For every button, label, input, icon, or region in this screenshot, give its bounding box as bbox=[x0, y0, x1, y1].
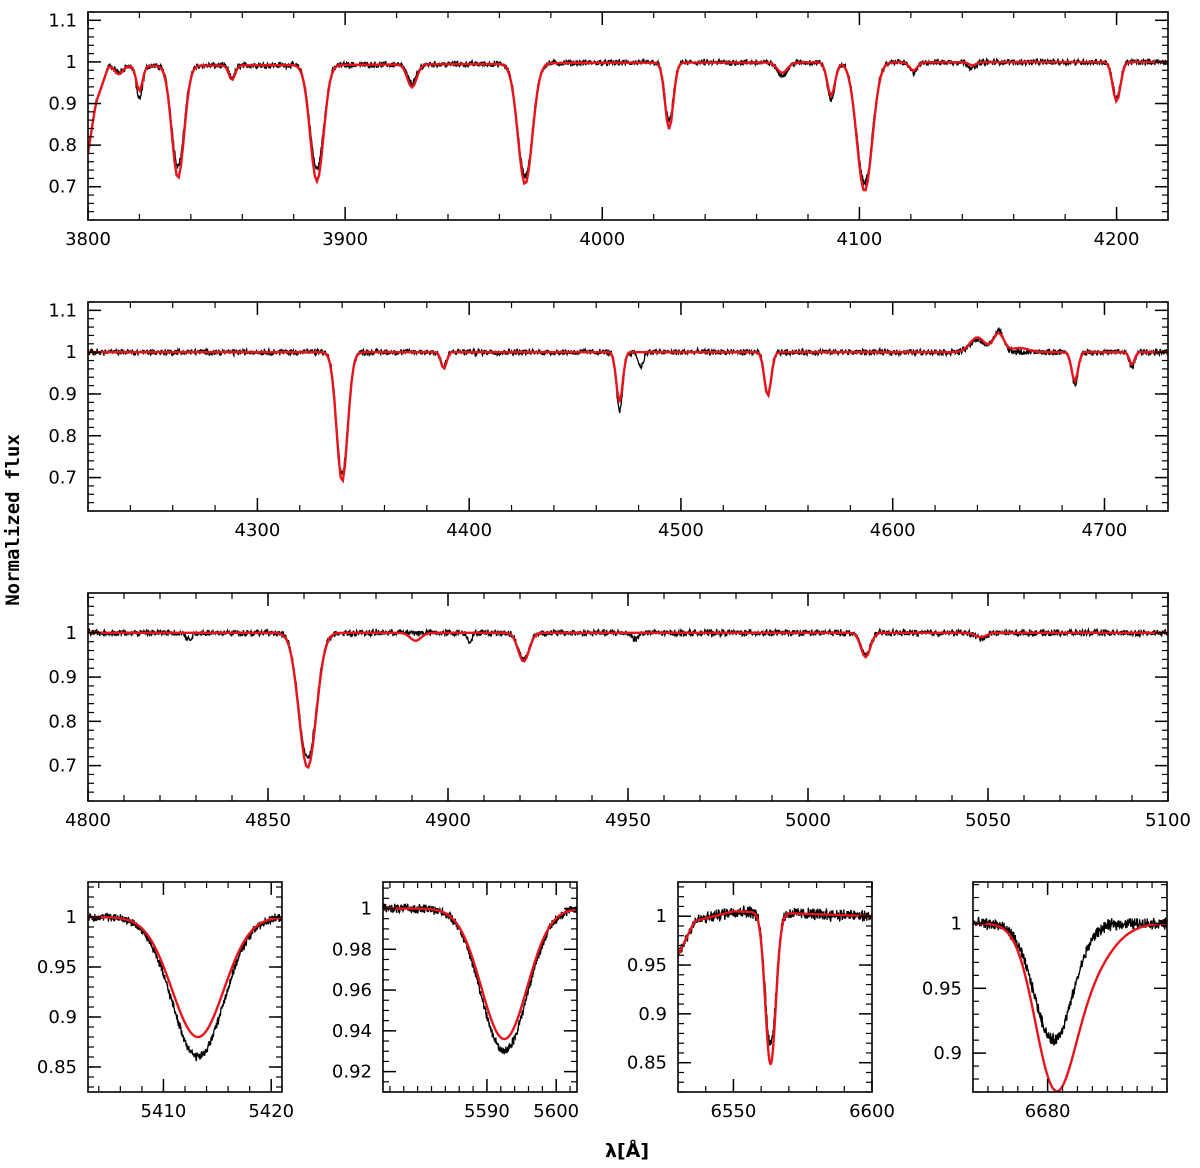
y-tick-label: 1 bbox=[66, 623, 77, 644]
y-tick-label: 0.8 bbox=[48, 711, 77, 732]
panel-5: 5590 5600 0.92 0.94 0.96 0.98 1 bbox=[332, 881, 579, 1122]
y-tick-label: 0.9 bbox=[48, 1007, 77, 1028]
panel-6: 6550 6600 0.85 0.9 0.95 1 bbox=[627, 881, 895, 1122]
y-tick-label: 0.95 bbox=[627, 955, 667, 976]
model-spectrum bbox=[88, 60, 1168, 192]
x-tick-label: 4400 bbox=[446, 520, 492, 541]
x-tick-label: 4000 bbox=[579, 229, 625, 250]
panel-frame bbox=[972, 881, 1168, 1093]
model-spectrum bbox=[88, 631, 1168, 770]
observed-spectrum bbox=[88, 912, 282, 1062]
y-tick-label: 1.1 bbox=[48, 10, 77, 31]
x-tick-label: 4950 bbox=[605, 810, 651, 831]
y-tick-label: 0.85 bbox=[37, 1057, 77, 1078]
y-tick-label: 1 bbox=[361, 899, 372, 920]
x-tick-label: 5100 bbox=[1145, 810, 1191, 831]
x-tick-label: 5420 bbox=[248, 1101, 294, 1122]
model-spectrum bbox=[88, 332, 1168, 484]
x-tick-label: 4850 bbox=[245, 810, 291, 831]
x-tick-label: 6550 bbox=[711, 1101, 757, 1122]
x-tick-label: 4300 bbox=[235, 520, 281, 541]
y-tick-label: 0.98 bbox=[332, 939, 372, 960]
y-tick-label: 0.9 bbox=[48, 667, 77, 688]
y-tick-label: 0.9 bbox=[48, 384, 77, 405]
y-axis-label: Normalized flux bbox=[2, 434, 24, 606]
x-tick-label: 4500 bbox=[658, 520, 704, 541]
y-tick-label: 0.95 bbox=[37, 957, 77, 978]
observed-spectrum bbox=[88, 327, 1168, 475]
y-tick-label: 0.7 bbox=[48, 468, 77, 489]
panel-4: 5410 5420 0.85 0.9 0.95 1 bbox=[37, 881, 294, 1122]
x-tick-label: 3900 bbox=[322, 229, 368, 250]
model-spectrum bbox=[678, 910, 872, 1066]
y-tick-label: 0.9 bbox=[933, 1043, 962, 1064]
panel-frame bbox=[87, 11, 1169, 221]
y-tick-label: 0.95 bbox=[922, 978, 962, 999]
panel-1: 3800 3900 4000 4100 4200 0.7 0.8 0.9 1 1.1 bbox=[48, 10, 1169, 250]
model-spectrum bbox=[88, 915, 282, 1039]
y-tick-label: 0.85 bbox=[627, 1053, 667, 1074]
panel-frame bbox=[87, 881, 283, 1093]
panel-frame bbox=[677, 881, 873, 1093]
x-tick-label: 4900 bbox=[425, 810, 471, 831]
panel-frame bbox=[382, 881, 578, 1093]
panel-frame bbox=[87, 301, 1169, 512]
y-tick-label: 1 bbox=[66, 52, 77, 73]
panel-7: 6680 0.9 0.95 1 bbox=[922, 881, 1168, 1122]
model-spectrum bbox=[383, 907, 577, 1041]
x-tick-label: 4700 bbox=[1082, 520, 1128, 541]
x-tick-label: 4100 bbox=[837, 229, 883, 250]
observed-spectrum bbox=[88, 627, 1168, 760]
y-tick-label: 1 bbox=[951, 913, 962, 934]
x-tick-label: 4800 bbox=[65, 810, 111, 831]
observed-spectrum bbox=[973, 916, 1167, 1046]
y-tick-label: 0.9 bbox=[48, 94, 77, 115]
y-tick-label: 0.96 bbox=[332, 980, 372, 1001]
y-tick-label: 0.7 bbox=[48, 177, 77, 198]
panel-3: 4800 4850 4900 4950 5000 5050 5100 0.7 0.8 0.9 1 bbox=[48, 592, 1191, 831]
y-tick-label: 0.7 bbox=[48, 756, 77, 777]
x-tick-label: 3800 bbox=[65, 229, 111, 250]
observed-spectrum bbox=[88, 56, 1168, 187]
x-tick-label: 5000 bbox=[785, 810, 831, 831]
y-tick-label: 0.92 bbox=[332, 1062, 372, 1083]
y-tick-label: 1 bbox=[656, 906, 667, 927]
panel-frame bbox=[87, 592, 1169, 802]
y-tick-label: 0.8 bbox=[48, 135, 77, 156]
y-tick-label: 0.9 bbox=[638, 1004, 667, 1025]
x-tick-label: 5050 bbox=[965, 810, 1011, 831]
x-tick-label: 5590 bbox=[464, 1101, 510, 1122]
x-tick-label: 6600 bbox=[849, 1101, 895, 1122]
y-tick-label: 1.1 bbox=[48, 300, 77, 321]
x-tick-label: 5410 bbox=[141, 1101, 187, 1122]
y-tick-label: 0.8 bbox=[48, 426, 77, 447]
x-tick-label: 4200 bbox=[1094, 229, 1140, 250]
y-tick-label: 1 bbox=[66, 907, 77, 928]
x-axis-label: λ[Å] bbox=[605, 1138, 649, 1162]
x-tick-label: 4600 bbox=[870, 520, 916, 541]
model-spectrum bbox=[973, 922, 1167, 1092]
x-tick-label: 6680 bbox=[1025, 1101, 1071, 1122]
x-tick-label: 5600 bbox=[533, 1101, 579, 1122]
y-tick-label: 1 bbox=[66, 342, 77, 363]
y-tick-label: 0.94 bbox=[332, 1021, 372, 1042]
panel-2: 4300 4400 4500 4600 4700 0.7 0.8 0.9 1 1.1 bbox=[48, 300, 1169, 541]
